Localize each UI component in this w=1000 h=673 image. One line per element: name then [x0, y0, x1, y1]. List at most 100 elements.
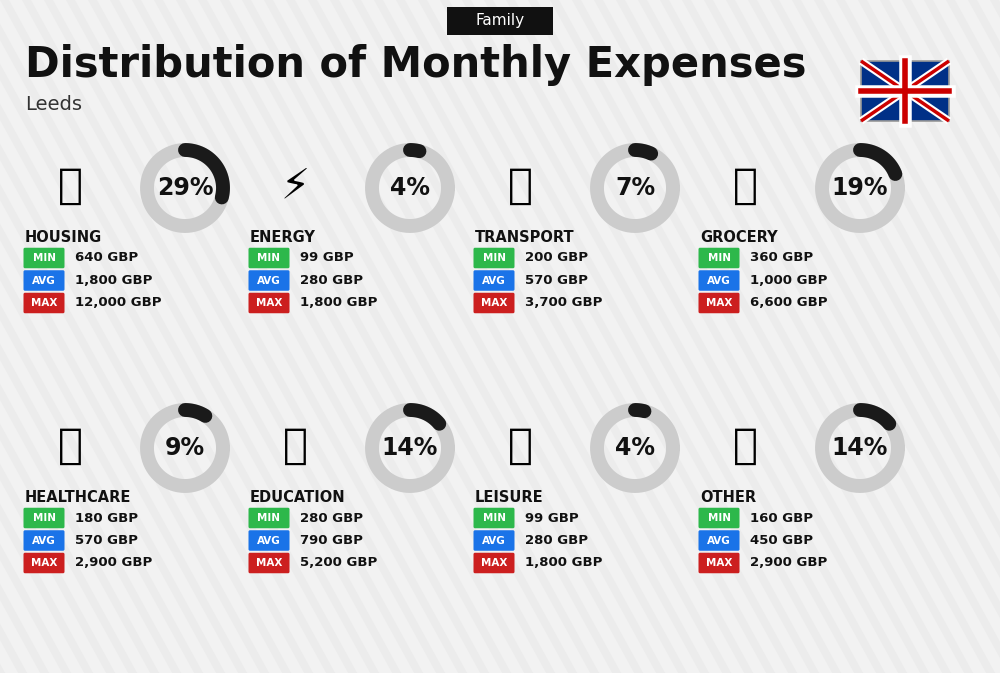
Polygon shape [0, 0, 291, 673]
Polygon shape [616, 0, 995, 673]
Polygon shape [418, 0, 797, 673]
Polygon shape [902, 0, 1000, 673]
FancyBboxPatch shape [474, 271, 514, 291]
Polygon shape [0, 0, 159, 673]
Polygon shape [0, 0, 313, 673]
Text: 4%: 4% [390, 176, 430, 200]
Text: 29%: 29% [157, 176, 213, 200]
Polygon shape [990, 0, 1000, 673]
Text: 280 GBP: 280 GBP [525, 534, 588, 547]
Text: AVG: AVG [707, 275, 731, 285]
Text: MAX: MAX [256, 558, 282, 568]
Polygon shape [0, 0, 137, 673]
Text: 19%: 19% [832, 176, 888, 200]
Polygon shape [132, 0, 511, 673]
Polygon shape [814, 0, 1000, 673]
FancyBboxPatch shape [699, 271, 740, 291]
Text: 360 GBP: 360 GBP [750, 252, 813, 264]
Polygon shape [462, 0, 841, 673]
Text: MAX: MAX [706, 298, 732, 308]
Bar [861, 61, 949, 121]
Text: Distribution of Monthly Expenses: Distribution of Monthly Expenses [25, 44, 806, 86]
Text: MIN: MIN [32, 513, 56, 523]
Text: 1,800 GBP: 1,800 GBP [300, 297, 377, 310]
FancyBboxPatch shape [474, 530, 514, 551]
Polygon shape [66, 0, 445, 673]
FancyBboxPatch shape [24, 248, 64, 269]
Text: HOUSING: HOUSING [25, 230, 102, 246]
Polygon shape [0, 0, 225, 673]
Polygon shape [0, 0, 93, 673]
Polygon shape [858, 0, 1000, 673]
Polygon shape [0, 0, 247, 673]
Polygon shape [330, 0, 709, 673]
FancyBboxPatch shape [24, 553, 64, 573]
Text: AVG: AVG [482, 536, 506, 546]
Text: MIN: MIN [32, 253, 56, 263]
Text: MAX: MAX [481, 298, 507, 308]
Polygon shape [154, 0, 533, 673]
FancyBboxPatch shape [474, 248, 514, 269]
FancyBboxPatch shape [248, 271, 290, 291]
Text: 🏥: 🏥 [58, 425, 82, 467]
Text: 9%: 9% [165, 436, 205, 460]
Text: MIN: MIN [708, 253, 731, 263]
Text: 14%: 14% [382, 436, 438, 460]
FancyBboxPatch shape [24, 507, 64, 528]
Text: MIN: MIN [258, 513, 280, 523]
Polygon shape [660, 0, 1000, 673]
Polygon shape [726, 0, 1000, 673]
Text: Family: Family [475, 13, 525, 28]
Text: MAX: MAX [481, 558, 507, 568]
Text: AVG: AVG [482, 275, 506, 285]
Polygon shape [88, 0, 467, 673]
FancyBboxPatch shape [699, 530, 740, 551]
Text: AVG: AVG [707, 536, 731, 546]
Polygon shape [704, 0, 1000, 673]
Polygon shape [264, 0, 643, 673]
Text: 5,200 GBP: 5,200 GBP [300, 557, 377, 569]
Polygon shape [594, 0, 973, 673]
FancyBboxPatch shape [248, 530, 290, 551]
FancyBboxPatch shape [24, 271, 64, 291]
Text: 570 GBP: 570 GBP [75, 534, 138, 547]
Polygon shape [572, 0, 951, 673]
Text: MAX: MAX [31, 558, 57, 568]
Text: 2,900 GBP: 2,900 GBP [75, 557, 152, 569]
FancyBboxPatch shape [248, 293, 290, 313]
Text: HEALTHCARE: HEALTHCARE [25, 491, 131, 505]
FancyBboxPatch shape [248, 553, 290, 573]
FancyBboxPatch shape [474, 553, 514, 573]
Text: MIN: MIN [708, 513, 731, 523]
Polygon shape [550, 0, 929, 673]
Text: 790 GBP: 790 GBP [300, 534, 363, 547]
Polygon shape [946, 0, 1000, 673]
Text: MAX: MAX [256, 298, 282, 308]
Text: 570 GBP: 570 GBP [525, 274, 588, 287]
Polygon shape [0, 0, 115, 673]
FancyBboxPatch shape [24, 530, 64, 551]
Text: ⚡: ⚡ [280, 165, 310, 207]
Text: 99 GBP: 99 GBP [300, 252, 354, 264]
Text: 99 GBP: 99 GBP [525, 511, 579, 524]
Text: 160 GBP: 160 GBP [750, 511, 813, 524]
Text: TRANSPORT: TRANSPORT [475, 230, 575, 246]
FancyBboxPatch shape [447, 7, 552, 35]
Polygon shape [682, 0, 1000, 673]
Text: 1,800 GBP: 1,800 GBP [525, 557, 602, 569]
Text: MIN: MIN [483, 513, 506, 523]
Text: AVG: AVG [257, 275, 281, 285]
Text: 640 GBP: 640 GBP [75, 252, 138, 264]
Polygon shape [22, 0, 401, 673]
Text: 450 GBP: 450 GBP [750, 534, 813, 547]
Text: MAX: MAX [706, 558, 732, 568]
Text: 14%: 14% [832, 436, 888, 460]
Polygon shape [770, 0, 1000, 673]
Polygon shape [748, 0, 1000, 673]
Polygon shape [0, 0, 181, 673]
Polygon shape [0, 0, 269, 673]
FancyBboxPatch shape [699, 293, 740, 313]
Text: MIN: MIN [258, 253, 280, 263]
Polygon shape [924, 0, 1000, 673]
Polygon shape [220, 0, 599, 673]
